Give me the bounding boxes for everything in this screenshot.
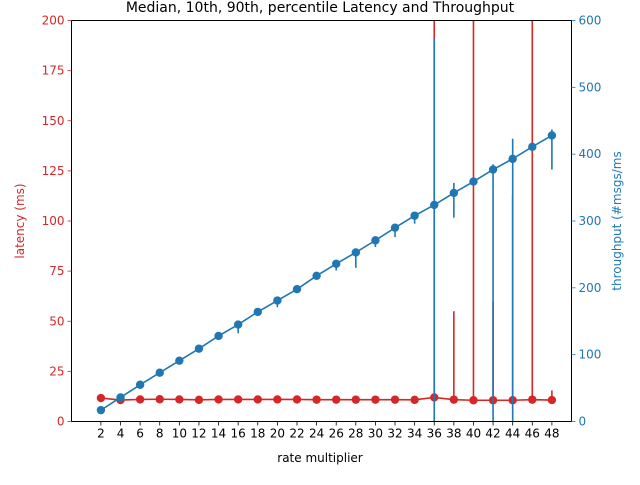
median-point [96,393,106,403]
right-tick-label: 100 [579,348,602,362]
median-point [508,154,517,164]
median-point [488,165,498,174]
median-point [273,296,282,305]
median-point [547,395,557,405]
x-tick-label: 32 [387,427,402,441]
median-point [96,405,106,415]
x-tick-label: 8 [156,427,164,441]
median-point [194,344,204,353]
median-point [312,395,321,404]
median-point [332,259,341,268]
median-point [449,188,459,198]
median-point [292,395,302,404]
x-tick-label: 4 [117,427,125,441]
median-point [390,395,400,404]
left-tick-label: 175 [42,64,65,78]
median-point [351,395,361,404]
x-tick-label: 18 [250,427,265,441]
x-tick-label: 48 [544,427,559,441]
median-point [175,356,184,365]
median-point [116,393,125,402]
median-point [410,211,419,220]
left-tick-label: 25 [49,364,64,378]
left-tick-label: 100 [42,214,65,228]
median-point [214,331,223,341]
median-point [214,395,223,404]
median-point [371,236,380,245]
right-tick-label: 500 [579,80,602,94]
median-point [175,395,184,404]
x-tick-label: 30 [368,427,383,441]
median-point [233,320,243,329]
x-tick-label: 28 [348,427,363,441]
x-tick-label: 38 [446,427,461,441]
median-point [469,177,478,186]
x-tick-label: 2 [97,427,105,441]
median-point [253,307,262,317]
median-point [410,395,419,405]
right-tick-label: 0 [579,415,587,429]
median-point [273,395,282,404]
x-tick-label: 44 [505,427,520,441]
right-tick-label: 300 [579,214,602,228]
median-point [449,395,459,404]
left-tick-label: 75 [49,264,64,278]
median-point [233,395,243,404]
median-point [253,395,262,404]
chart-title: Median, 10th, 90th, percentile Latency a… [126,0,515,16]
median-point [292,284,302,294]
right-tick-label: 600 [579,14,602,28]
median-point [194,395,204,405]
median-point [135,395,145,404]
median-point [351,248,361,257]
throughput-series [96,38,557,422]
x-tick-label: 46 [525,427,540,441]
x-tick-label: 24 [309,427,324,441]
median-point [312,271,321,281]
median-point [155,395,164,404]
median-point [135,380,145,389]
median-point [371,395,380,404]
x-tick-label: 20 [270,427,285,441]
x-tick-label: 36 [427,427,442,441]
right-axis-label: throughput (#msgs/ms [610,151,624,290]
x-tick-label: 22 [289,427,304,441]
x-axis-label: rate multiplier [277,451,363,465]
left-axis-label: latency (ms) [13,183,27,258]
x-tick-label: 40 [466,427,481,441]
x-tick-label: 34 [407,427,422,441]
left-tick-label: 0 [57,415,65,429]
median-point [528,395,537,404]
left-tick-label: 200 [42,14,65,28]
median-point [547,131,557,140]
x-tick-label: 6 [136,427,144,441]
median-point [332,395,341,404]
x-tick-label: 42 [485,427,500,441]
left-tick-label: 150 [42,114,65,128]
right-tick-label: 400 [579,147,602,161]
x-tick-label: 16 [231,427,246,441]
left-tick-label: 50 [49,314,64,328]
x-tick-label: 26 [329,427,344,441]
median-point [430,200,439,210]
median-point [155,368,164,377]
x-tick-label: 14 [211,427,226,441]
median-point [528,142,537,152]
x-tick-label: 12 [191,427,206,441]
left-tick-label: 125 [42,164,65,178]
median-point [469,396,478,405]
median-point [390,223,400,232]
x-tick-label: 10 [172,427,187,441]
right-tick-label: 200 [579,281,602,295]
